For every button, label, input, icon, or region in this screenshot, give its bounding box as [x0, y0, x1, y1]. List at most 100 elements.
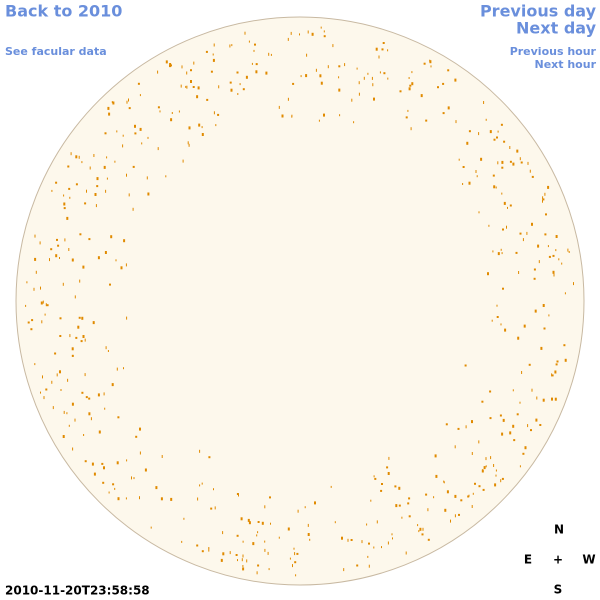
- facula: [128, 193, 130, 197]
- facula: [256, 571, 258, 575]
- facula: [434, 454, 437, 458]
- facula: [64, 238, 66, 242]
- facula: [56, 238, 58, 241]
- facula: [25, 304, 27, 307]
- facula: [496, 136, 498, 139]
- facular-data-link[interactable]: See facular data: [5, 45, 107, 58]
- facula: [111, 101, 113, 104]
- facula: [246, 559, 248, 563]
- facula: [478, 440, 480, 444]
- facula: [34, 363, 36, 366]
- facula: [520, 161, 523, 164]
- facula: [34, 234, 36, 238]
- facula: [497, 130, 499, 133]
- facula: [255, 70, 258, 74]
- facula: [212, 58, 215, 62]
- facula: [380, 489, 383, 492]
- facula: [192, 86, 195, 88]
- facula: [131, 476, 132, 480]
- facula: [63, 194, 65, 197]
- facula: [33, 287, 35, 291]
- facula: [264, 540, 266, 543]
- facula: [212, 53, 214, 56]
- facula: [170, 118, 173, 122]
- facula: [407, 502, 410, 505]
- facula: [229, 81, 232, 84]
- facula: [523, 324, 526, 328]
- facula: [294, 561, 297, 564]
- facula: [84, 202, 87, 205]
- facula: [55, 181, 58, 184]
- facula: [257, 564, 260, 567]
- facula: [146, 176, 148, 180]
- facula: [231, 44, 233, 47]
- facula: [367, 555, 369, 558]
- facula: [50, 248, 53, 251]
- facula: [341, 536, 343, 540]
- facula: [242, 554, 244, 558]
- facula: [236, 534, 239, 537]
- facula: [104, 407, 106, 410]
- facula: [433, 496, 435, 499]
- facula: [84, 373, 86, 377]
- facula: [78, 316, 81, 319]
- facula: [540, 346, 543, 350]
- facula: [278, 105, 280, 109]
- facula: [363, 76, 365, 80]
- facula: [551, 374, 554, 377]
- next-hour-link[interactable]: Next hour: [535, 58, 597, 71]
- facula: [241, 558, 243, 562]
- facula: [502, 228, 504, 231]
- facula: [457, 427, 460, 430]
- next-day-link[interactable]: Next day: [516, 19, 597, 38]
- facula: [268, 568, 270, 571]
- facula: [526, 231, 528, 235]
- facula: [411, 71, 413, 74]
- facula: [62, 435, 65, 438]
- facula: [69, 334, 71, 338]
- facula: [468, 181, 471, 185]
- facula: [150, 526, 152, 529]
- facula: [96, 177, 99, 181]
- facula: [427, 508, 429, 512]
- facula: [535, 418, 538, 422]
- facula: [116, 367, 118, 371]
- facula: [52, 406, 54, 410]
- facula: [27, 321, 30, 324]
- facula: [293, 547, 295, 550]
- facula: [139, 94, 141, 97]
- previous-hour-link[interactable]: Previous hour: [510, 45, 597, 58]
- facula: [159, 110, 161, 113]
- facula: [222, 552, 225, 556]
- facula: [442, 82, 445, 85]
- facula: [170, 497, 173, 501]
- facula: [75, 183, 78, 186]
- facula: [135, 435, 138, 438]
- facula: [68, 248, 70, 251]
- facula: [467, 495, 470, 498]
- facula: [116, 461, 119, 465]
- facula: [74, 418, 76, 422]
- facula: [500, 123, 503, 126]
- facula: [544, 233, 547, 236]
- facula: [538, 260, 540, 264]
- facula: [123, 239, 126, 243]
- facula: [190, 69, 192, 72]
- facula: [435, 474, 438, 478]
- facula: [454, 445, 456, 449]
- facula: [81, 316, 84, 320]
- facula: [462, 166, 465, 168]
- facula: [236, 71, 239, 74]
- facula: [108, 112, 111, 116]
- facula: [287, 37, 289, 41]
- facula: [255, 63, 258, 66]
- facula: [458, 158, 460, 161]
- facula: [54, 352, 57, 355]
- facula: [495, 474, 497, 477]
- facula: [104, 251, 107, 254]
- back-link[interactable]: Back to 2010: [5, 2, 122, 21]
- previous-day-link[interactable]: Previous day: [480, 2, 597, 21]
- facula: [34, 257, 37, 261]
- facula: [332, 44, 334, 48]
- facula: [238, 493, 239, 497]
